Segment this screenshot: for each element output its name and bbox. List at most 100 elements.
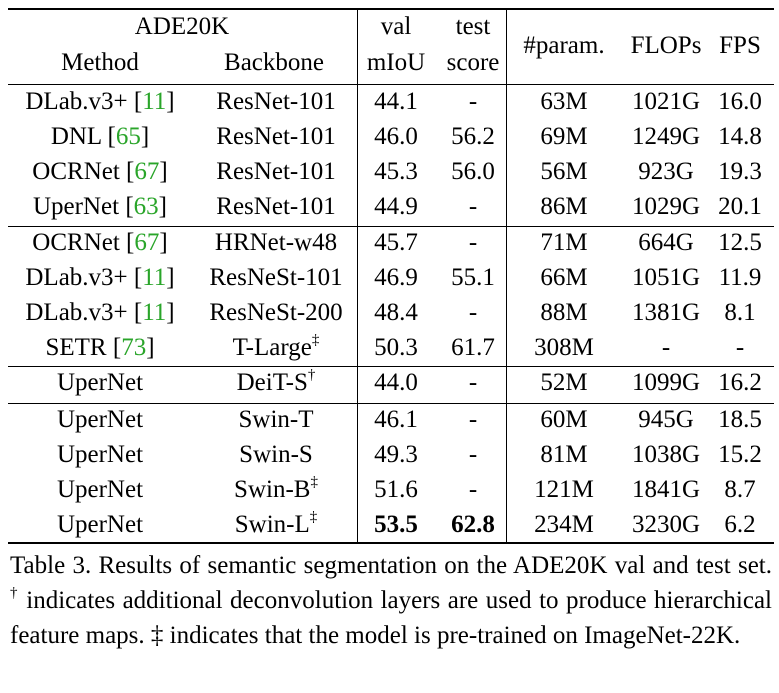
backbone-name: T-Large [232,334,312,361]
method-cell: OCRNet [67] [32,158,167,186]
method-cell: DLab.v3+ [11] [25,264,174,292]
backbone-name: ResNeSt-101 [209,264,343,291]
column-divider-2 [506,8,507,544]
citation-link[interactable]: 65 [115,123,141,150]
val-cell: 48.4 [374,299,418,326]
group-rule-3 [8,403,774,404]
test-header-bottom: score [446,49,500,76]
method-name: UperNet [56,511,144,538]
backbone-cell: Swin-T [239,406,314,434]
citation-link[interactable]: 73 [121,334,147,361]
backbone-name: Swin-L [234,511,310,538]
citation-link[interactable]: 11 [142,264,167,291]
fps-cell: 15.2 [718,441,762,468]
column-divider-1 [357,8,358,544]
flops-cell: 1038G [631,441,701,468]
backbone-cell: ResNeSt-200 [209,299,342,327]
method-name: DLab.v3+ [ [25,264,143,291]
method-name: DLab.v3+ [ [25,299,143,326]
flops-cell: 1029G [631,193,701,220]
param-cell: 234M [534,511,594,538]
backbone-header: Backbone [224,49,324,76]
method-cell: UperNet [57,406,143,434]
method-name: DNL [ [50,123,116,150]
footnote-mark: † [307,366,316,383]
flops-cell: 1249G [631,123,701,150]
flops-header: FLOPs [630,32,702,59]
citation-bracket: ] [158,193,167,220]
citation-link[interactable]: 11 [142,88,167,115]
test-cell: 62.8 [451,511,495,538]
param-cell: 121M [534,476,594,503]
method-cell: DLab.v3+ [11] [25,88,174,116]
table-top-rule [8,8,774,10]
param-cell: 52M [540,369,588,396]
method-name: UperNet [56,476,144,503]
flops-cell: 1051G [631,264,701,291]
flops-cell: 664G [638,229,694,256]
fps-cell: 8.1 [724,299,756,326]
citation-bracket: ] [146,334,155,361]
backbone-cell: ResNeSt-101 [209,264,342,292]
method-cell: UperNet [57,511,143,539]
test-cell: 55.1 [451,264,495,291]
val-cell: 46.9 [374,264,418,291]
param-cell: 71M [540,229,588,256]
val-cell: 46.0 [374,123,418,150]
citation-link[interactable]: 67 [134,229,160,256]
method-cell: UperNet [63] [33,193,167,221]
param-cell: 81M [540,441,588,468]
test-cell: - [468,441,478,468]
val-cell: 45.3 [374,158,418,185]
fps-cell: 11.9 [718,264,762,291]
test-cell: - [468,229,478,256]
method-name: SETR [ [45,334,122,361]
test-cell: 56.0 [451,158,495,185]
citation-bracket: ] [166,88,175,115]
fps-cell: 20.1 [718,193,762,220]
flops-cell: 1381G [631,299,701,326]
method-header: Method [61,49,139,76]
fps-cell: 16.2 [718,369,762,396]
flops-cell: 1099G [631,369,701,396]
flops-cell: 923G [638,158,694,185]
footnote-mark: ‡ [309,508,318,525]
method-cell: SETR [73] [45,334,154,362]
method-name: DLab.v3+ [ [25,88,143,115]
val-cell: 50.3 [374,334,418,361]
group-rule-1 [8,226,774,227]
fps-cell: 14.8 [718,123,762,150]
flops-cell: - [661,334,671,361]
fps-cell: 12.5 [718,229,762,256]
backbone-name: ResNet-101 [216,158,336,185]
header-rule [8,84,774,85]
param-header: #param. [523,32,605,59]
param-cell: 60M [540,406,588,433]
flops-cell: 1021G [631,88,701,115]
test-header-top: test [455,13,491,40]
citation-bracket: ] [159,158,168,185]
citation-link[interactable]: 63 [133,193,159,220]
citation-link[interactable]: 11 [142,299,167,326]
method-name: OCRNet [ [32,229,135,256]
method-cell: UperNet [57,476,143,504]
dagger-symbol: † [10,584,19,601]
fps-cell: - [735,334,745,361]
backbone-name: ResNet-101 [216,193,336,220]
backbone-cell: ResNet-101 [216,88,335,116]
param-cell: 69M [540,123,588,150]
test-cell: - [468,299,478,326]
citation-link[interactable]: 67 [134,158,160,185]
method-name: UperNet [56,406,144,433]
backbone-cell: ResNet-101 [216,123,335,151]
backbone-cell: ResNet-101 [216,193,335,221]
method-name: UperNet [ [33,193,134,220]
param-cell: 63M [540,88,588,115]
flops-cell: 3230G [631,511,701,538]
table-bottom-rule [8,542,774,544]
backbone-name: HRNet-w48 [214,229,338,256]
val-cell: 44.0 [374,369,418,396]
backbone-name: ResNet-101 [216,123,336,150]
backbone-name: Swin-T [238,406,314,433]
test-cell: - [468,88,478,115]
